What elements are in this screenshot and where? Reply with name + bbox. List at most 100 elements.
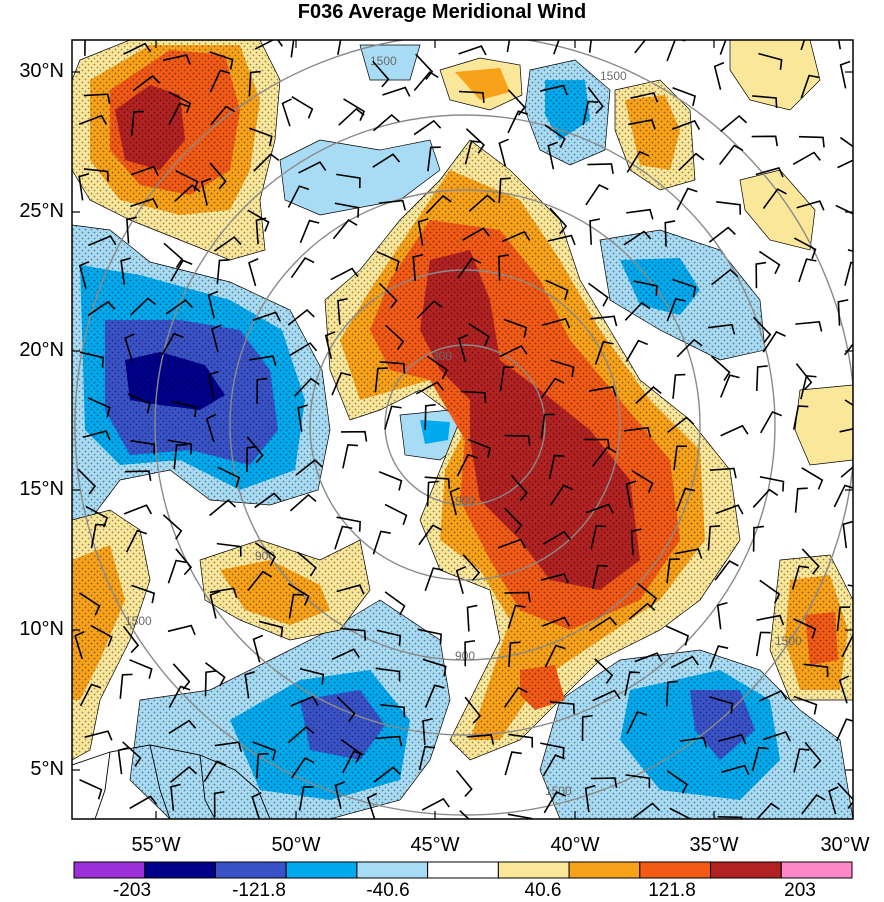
wind-barb (252, 741, 277, 761)
wind-barb (541, 616, 571, 627)
lat-label: 15°N (19, 478, 64, 500)
wind-barb (466, 604, 478, 632)
wind-barb (672, 373, 686, 399)
wind-barb (752, 316, 772, 343)
map-plot-area: 300 900 900 900 1500 1500 1500 1500 1500 (72, 40, 853, 819)
wind-barb (332, 219, 358, 240)
wind-barb (372, 153, 401, 168)
wind-barb (373, 113, 400, 132)
wind-barb (798, 258, 817, 283)
wind-barb (174, 184, 201, 203)
wind-barb (756, 802, 780, 819)
wind-barb (583, 438, 611, 450)
wind-barb (287, 185, 310, 208)
wind-barb (384, 503, 408, 526)
wind-barb (289, 493, 317, 512)
wind-barb (835, 204, 853, 215)
wind-barb (123, 504, 153, 515)
wind-barb (666, 558, 680, 584)
wind-barb (338, 107, 365, 126)
wind-barb (584, 784, 596, 813)
wind-barb (667, 416, 695, 433)
wind-barb (207, 290, 219, 319)
wind-barb (587, 86, 604, 115)
lon-label: 45°W (410, 834, 460, 856)
wind-barb (585, 184, 609, 206)
wind-barb (331, 648, 360, 661)
wind-barb (130, 110, 144, 136)
wind-barb (759, 411, 783, 434)
wind-barb (256, 377, 268, 404)
colorbar (73, 861, 853, 879)
wind-barb (710, 355, 731, 382)
wind-barb (376, 250, 400, 272)
wind-barb (498, 254, 509, 281)
wind-barb (464, 639, 476, 667)
wind-barb (798, 135, 825, 148)
wind-barb (384, 405, 402, 430)
wind-barb (628, 602, 656, 620)
wind-barb (342, 444, 358, 469)
wind-barb (336, 696, 356, 723)
wind-barb (625, 774, 651, 789)
wind-barb (87, 300, 116, 317)
wind-barb (77, 468, 97, 495)
wind-barb (170, 259, 193, 282)
wind-barb (336, 173, 361, 189)
wind-barb (503, 318, 528, 338)
wind-barb (755, 166, 784, 178)
wind-barb (130, 165, 160, 176)
wind-barb (838, 675, 850, 704)
wind-barb (82, 430, 111, 441)
wind-barb (665, 625, 690, 646)
wind-barb (287, 582, 310, 606)
wind-barb (707, 323, 736, 335)
wind-barb (590, 315, 618, 327)
wind-barb (248, 70, 261, 97)
wind-barb (246, 445, 258, 472)
wind-barb (216, 542, 242, 557)
wind-barb (720, 424, 749, 437)
wind-barb (587, 163, 614, 174)
lat-label: 25°N (19, 200, 64, 222)
wind-barb (842, 520, 853, 549)
wind-barb (751, 746, 769, 772)
wind-barb (718, 144, 744, 165)
wind-barb (422, 658, 447, 677)
colorbar-swatch (427, 861, 499, 879)
wind-barb (504, 507, 523, 534)
wind-barb (624, 301, 651, 321)
wind-barb (589, 616, 618, 632)
wind-barb (78, 592, 101, 616)
ring-label: 1500 (545, 784, 572, 798)
wind-barb (635, 386, 662, 404)
wind-barb (214, 741, 243, 753)
wind-barb (678, 152, 705, 171)
wind-barb (416, 300, 443, 319)
wind-barb (837, 159, 853, 169)
wind-barb (844, 342, 853, 356)
wind-barb (330, 267, 359, 281)
wind-barb (795, 363, 813, 391)
wind-barb (281, 98, 292, 127)
wind-barb (510, 474, 528, 502)
range-ring-600 (309, 269, 621, 581)
wind-barb (672, 87, 696, 107)
lat-label: 20°N (19, 339, 64, 361)
wind-barb (255, 752, 269, 779)
wind-barb (542, 317, 571, 329)
wind-barb (426, 480, 439, 507)
colorbar-swatch (285, 861, 358, 879)
wind-barb (498, 138, 509, 167)
colorbar-label: -121.8 (232, 880, 286, 901)
colorbar-label: 40.6 (524, 880, 562, 901)
wind-barb (424, 567, 444, 592)
wind-barb (793, 237, 817, 260)
wind-barb (418, 745, 436, 771)
wind-barb (87, 397, 111, 418)
wind-barb (424, 684, 445, 708)
wind-barb (468, 194, 496, 212)
wind-barb (417, 628, 442, 645)
wind-barb (839, 60, 851, 89)
wind-barb (79, 779, 103, 800)
